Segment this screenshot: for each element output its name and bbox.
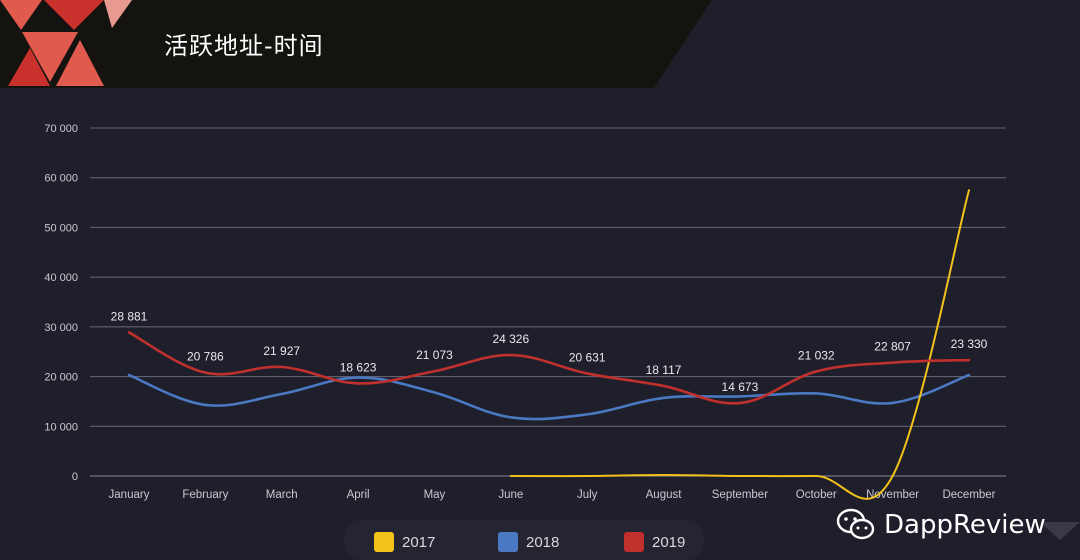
data-label: 21 073 [416,348,453,362]
data-label: 21 032 [798,348,835,362]
data-label: 23 330 [951,337,988,351]
watermark: DappReview [836,508,1046,542]
data-label: 20 786 [187,350,224,364]
legend-item-2018: 2018 [498,532,559,552]
decor-chevron [1040,522,1080,540]
x-tick-label: August [646,489,683,501]
x-tick-label: January [109,489,150,501]
y-tick-label: 30 000 [44,322,78,334]
wechat-icon [836,508,876,542]
data-label: 20 631 [569,350,606,364]
x-tick-label: June [498,489,523,501]
data-label: 18 623 [340,360,377,374]
legend-swatch-2017 [374,532,394,552]
legend-item-2019: 2019 [624,532,685,552]
x-tick-label: October [796,489,837,501]
x-tick-label: December [942,489,995,501]
legend-swatch-2018 [498,532,518,552]
x-tick-label: May [424,489,446,501]
y-tick-label: 0 [72,471,78,483]
data-label: 14 673 [722,380,759,394]
y-tick-label: 40 000 [44,272,78,284]
data-label: 21 927 [263,344,300,358]
series-line-2019 [129,332,969,403]
x-tick-label: February [182,489,228,501]
data-label: 28 881 [111,309,148,323]
y-tick-label: 10 000 [44,421,78,433]
x-tick-label: March [266,489,298,501]
y-tick-label: 70 000 [44,123,78,135]
data-label: 18 117 [646,363,682,377]
x-tick-label: April [347,489,370,501]
legend: 2017 2018 2019 [344,520,704,560]
series-line-2018 [129,375,969,419]
x-tick-label: September [712,489,768,501]
chart-title: 活跃地址-时间 [164,26,324,61]
watermark-text: DappReview [884,510,1046,540]
y-tick-label: 20 000 [44,372,78,384]
chart-canvas: 0 10 000 20 000 30 000 40 000 50 000 60 000 70 … [0,0,1080,548]
header-banner [0,0,712,88]
x-tick-label: July [577,489,598,501]
data-label: 22 807 [874,340,911,354]
y-tick-label: 60 000 [44,173,78,185]
legend-item-2017: 2017 [374,532,435,552]
legend-swatch-2019 [624,532,644,552]
data-label: 24 326 [492,332,529,346]
x-tick-label: November [866,489,919,501]
y-tick-label: 50 000 [44,222,78,234]
